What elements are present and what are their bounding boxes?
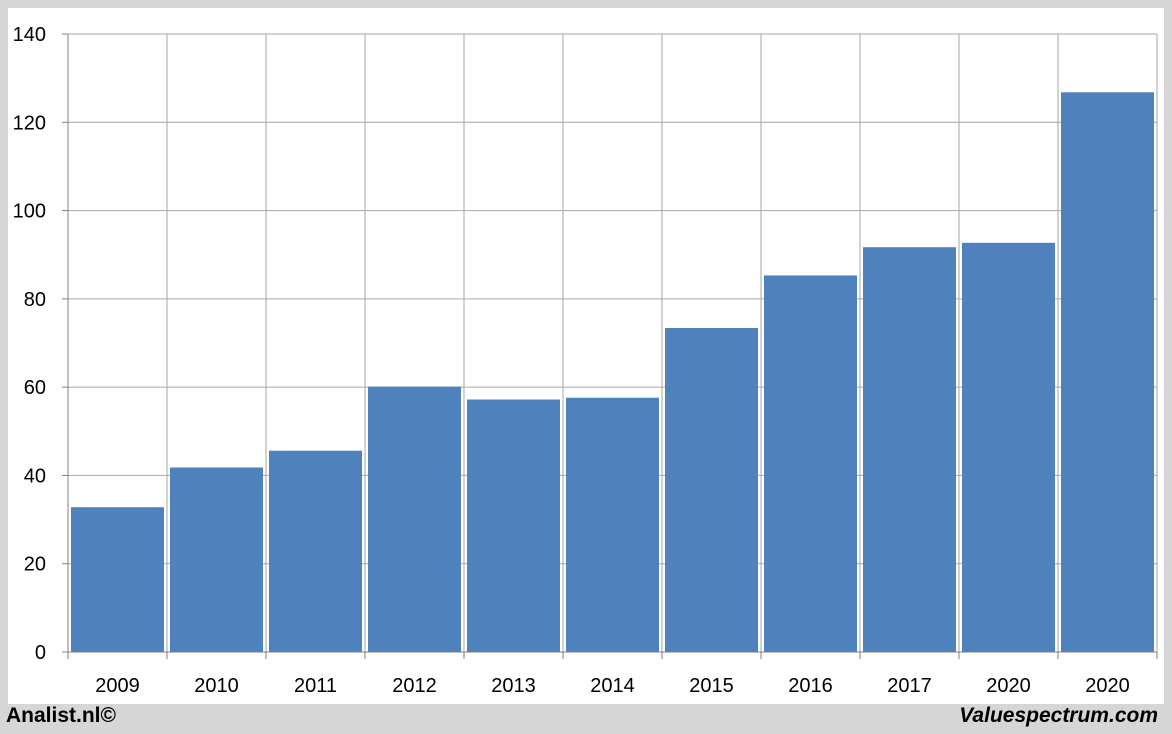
bar: [962, 242, 1055, 652]
y-tick-label: 80: [24, 289, 46, 311]
y-tick-label: 40: [24, 465, 46, 487]
y-tick-label: 60: [24, 377, 46, 399]
footer-source-right: Valuespectrum.com: [959, 704, 1158, 727]
tick-labels: 0 20 40 60 80 100 120 140 2009 2010 2011 2012 2013 20…: [13, 24, 1130, 697]
bar: [170, 467, 263, 652]
x-tick-label: 2009: [95, 675, 140, 697]
bar: [71, 507, 164, 652]
x-tick-label: 2020: [1085, 675, 1130, 697]
x-tick-label: 2014: [590, 675, 635, 697]
x-tick-label: 2020: [986, 675, 1031, 697]
bar: [665, 327, 758, 652]
bar: [467, 399, 560, 652]
y-tick-label: 0: [35, 642, 46, 664]
bar: [566, 397, 659, 652]
bar: [1061, 92, 1154, 653]
x-tick-label: 2013: [491, 675, 536, 697]
bar: [269, 450, 362, 652]
x-tick-label: 2010: [194, 675, 239, 697]
x-tick-label: 2011: [294, 675, 337, 697]
bar: [863, 247, 956, 652]
x-tick-label: 2016: [788, 675, 833, 697]
footer-source-left: Analist.nl©: [6, 704, 116, 727]
y-tick-label: 20: [24, 554, 46, 576]
bars: [71, 92, 1154, 653]
y-tick-label: 120: [13, 112, 46, 134]
axes: [62, 33, 1158, 659]
bar: [368, 386, 461, 652]
bar: [764, 275, 857, 652]
x-tick-label: 2012: [392, 675, 437, 697]
x-tick-label: 2017: [887, 675, 932, 697]
y-tick-label: 140: [13, 24, 46, 46]
x-tick-label: 2015: [689, 675, 734, 697]
y-tick-label: 100: [13, 201, 46, 223]
